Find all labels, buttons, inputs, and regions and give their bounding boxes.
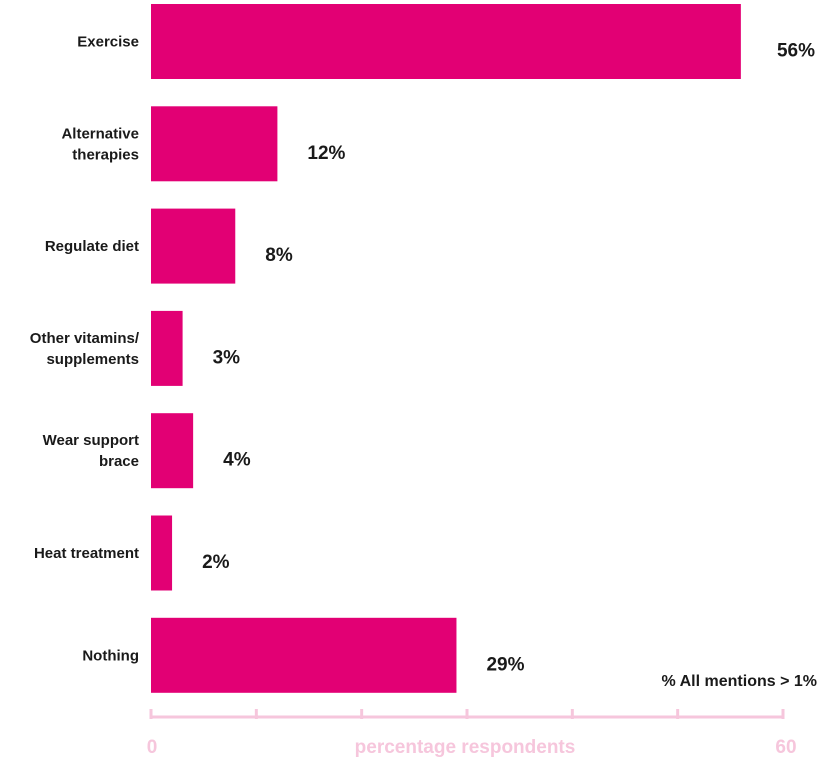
category-labels: Exercise Alternative therapies Regulate die… (30, 34, 140, 665)
value-label-0: 56% (777, 41, 815, 62)
category-label-3-0: Other vitamins/ (30, 330, 140, 347)
x-axis-title: percentage respondents (355, 737, 576, 758)
bar-2 (151, 208, 236, 284)
bar-6 (151, 617, 457, 693)
value-label-4: 4% (223, 450, 251, 471)
x-axis-ticks (149, 709, 785, 719)
value-label-6: 29% (486, 654, 524, 675)
category-label-4-0: Wear support (43, 432, 139, 449)
category-label-5-0: Heat treatment (34, 545, 139, 562)
x-axis: 0 60 percentage respondents (147, 709, 797, 758)
value-label-3: 3% (213, 347, 241, 368)
bar-5 (151, 515, 173, 591)
value-label-5: 2% (202, 552, 230, 573)
bar-3 (151, 310, 183, 386)
category-label-1-0: Alternative (61, 125, 139, 142)
bar-4 (151, 413, 194, 489)
category-label-3-1: supplements (46, 351, 139, 368)
value-label-2: 8% (265, 245, 293, 266)
x-tick-label-max: 60 (775, 737, 796, 758)
category-label-1-1: therapies (72, 146, 139, 163)
x-tick-label-min: 0 (147, 737, 158, 758)
category-label-6-0: Nothing (82, 647, 139, 664)
chart-note: % All mentions > 1% (662, 673, 817, 690)
bar-1 (151, 106, 278, 182)
bars-group (151, 4, 741, 693)
bar-0 (151, 4, 741, 79)
category-label-2-0: Regulate diet (45, 238, 139, 255)
category-label-4-1: brace (99, 453, 139, 470)
value-labels: 56% 12% 8% 3% 4% 2% 29% (202, 41, 815, 676)
category-label-0-0: Exercise (77, 34, 139, 51)
value-label-1: 12% (307, 143, 345, 164)
